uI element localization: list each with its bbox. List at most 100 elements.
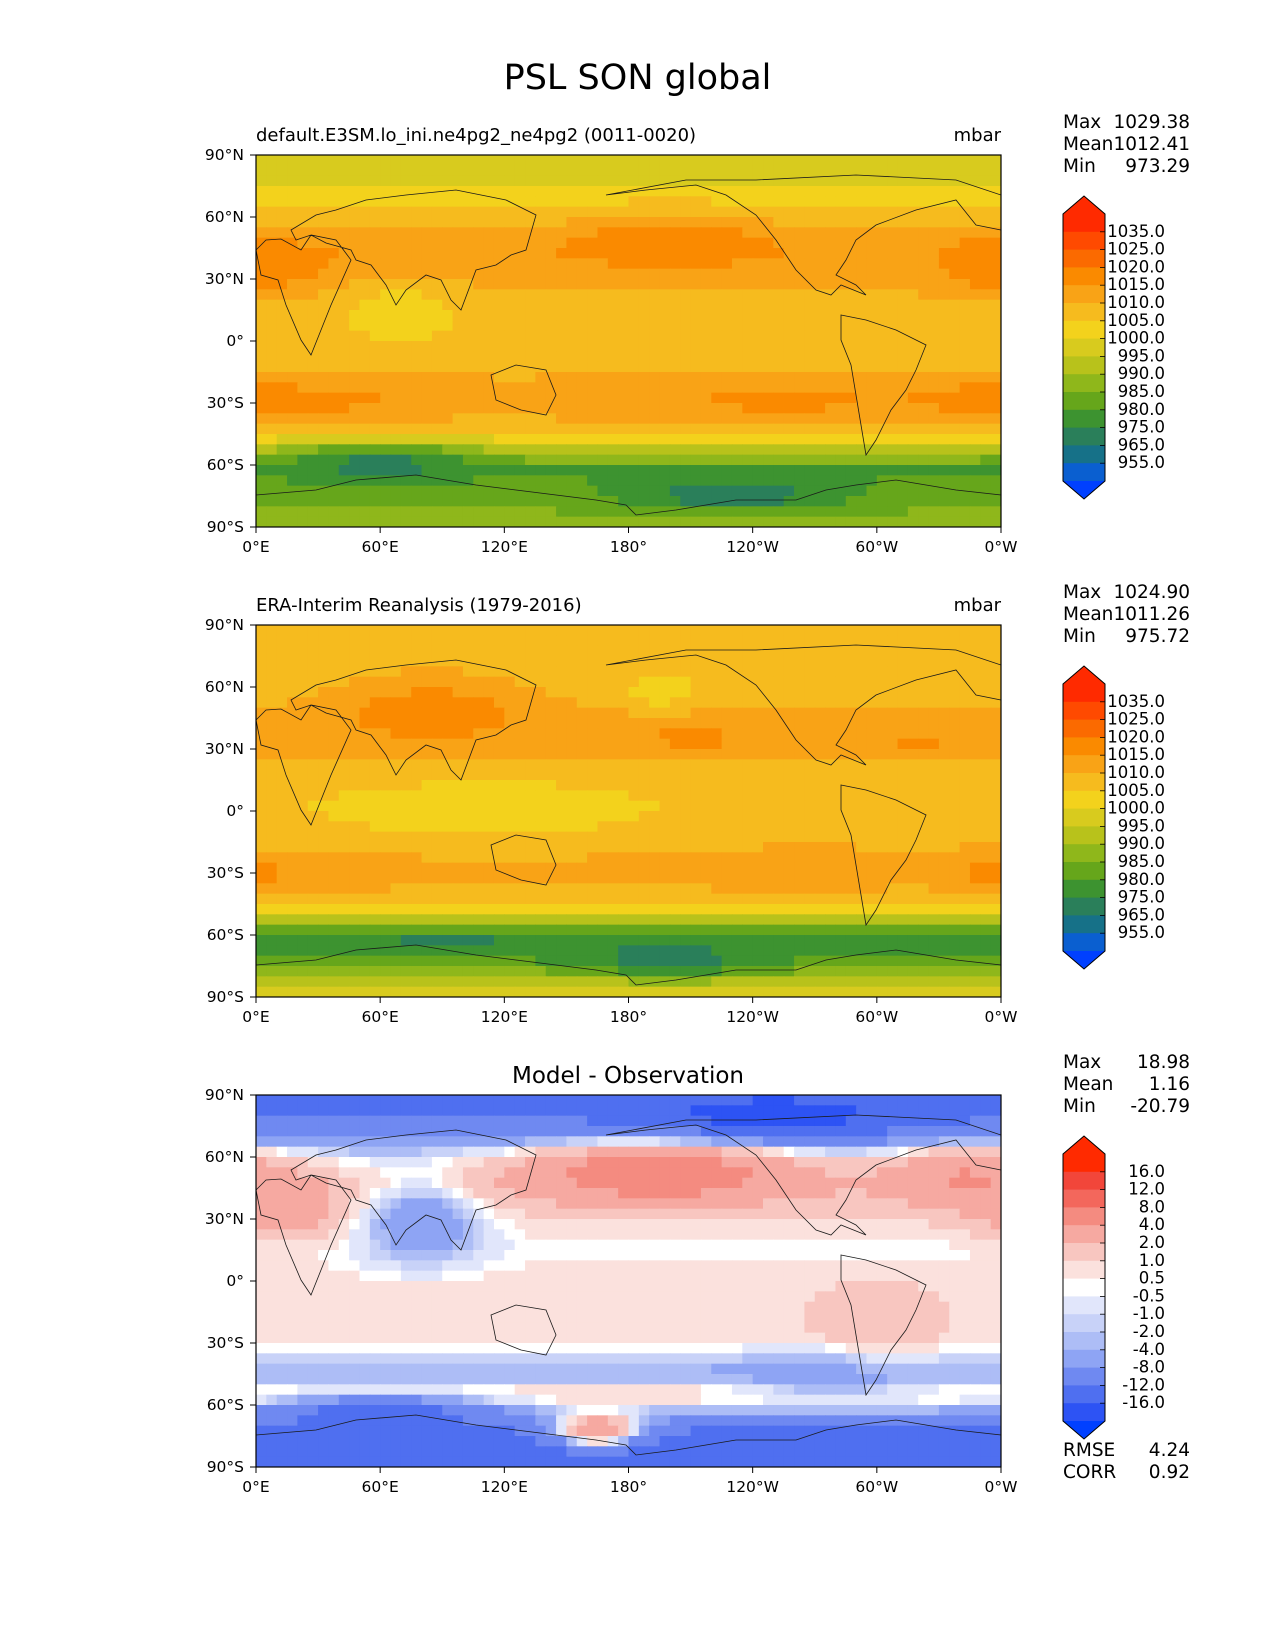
field-cell: [721, 780, 733, 791]
field-cell: [990, 842, 1001, 853]
field-cell: [256, 196, 267, 208]
field-cell: [504, 862, 516, 874]
field-cell: [814, 852, 826, 864]
field-cell: [856, 434, 868, 445]
field-cell: [700, 738, 712, 750]
field-cell: [576, 645, 588, 657]
field-cell: [287, 749, 298, 760]
field-cell: [794, 914, 806, 926]
field-cell: [969, 759, 981, 771]
field-cell: [845, 687, 857, 698]
field-cell: [369, 403, 381, 414]
field-cell: [607, 413, 619, 425]
field-cell: [876, 413, 888, 425]
field-cell: [949, 196, 961, 208]
field-cell: [483, 361, 495, 373]
field-cell: [328, 945, 340, 957]
field-cell: [349, 206, 361, 218]
field-cell: [814, 341, 826, 352]
field-cell: [949, 769, 961, 781]
field-cell: [928, 924, 940, 936]
field-cell: [690, 718, 702, 729]
field-cell: [638, 299, 650, 311]
field-cell: [318, 769, 330, 781]
field-cell: [876, 676, 888, 688]
field-cell: [721, 862, 733, 874]
field-cell: [700, 341, 712, 352]
field-cell: [369, 423, 381, 435]
field-cell: [328, 186, 340, 197]
field-cell: [297, 444, 309, 456]
field-cell: [525, 496, 536, 507]
field-cell: [876, 268, 888, 280]
field-cell: [483, 707, 495, 719]
field-cell: [959, 904, 971, 915]
field-cell: [597, 289, 609, 301]
field-cell: [328, 656, 340, 667]
field-cell: [845, 186, 857, 197]
field-cell: [566, 372, 578, 383]
field-cell: [690, 506, 702, 518]
field-cell: [369, 728, 381, 740]
field-cell: [328, 268, 340, 280]
field-cell: [876, 780, 888, 791]
field-cell: [545, 769, 557, 781]
field-cell: [918, 310, 930, 321]
field-cell: [359, 914, 371, 926]
field-cell: [318, 351, 330, 363]
field-cell: [514, 707, 526, 719]
field-cell: [721, 852, 733, 864]
field-cell: [700, 444, 712, 456]
field-cell: [949, 676, 961, 688]
field-cell: [493, 392, 505, 404]
field-cell: [763, 635, 774, 647]
field-cell: [307, 361, 319, 373]
field-cell: [835, 227, 847, 239]
field-cell: [473, 268, 485, 280]
field-cell: [711, 268, 723, 280]
field-cell: [680, 687, 692, 698]
field-cell: [783, 635, 795, 647]
field-cell: [462, 625, 474, 636]
field-cell: [545, 516, 557, 527]
field-cell: [576, 656, 588, 667]
field-cell: [338, 413, 350, 425]
field-cell: [493, 320, 505, 332]
field-cell: [969, 718, 981, 729]
y-tick-label: 30°S: [207, 394, 244, 412]
field-cell: [297, 873, 309, 884]
field-cell: [256, 852, 267, 864]
field-cell: [276, 800, 288, 812]
field-cell: [763, 842, 774, 853]
field-cell: [918, 330, 930, 342]
field-cell: [731, 842, 743, 853]
field-cell: [473, 330, 485, 342]
field-cell: [763, 883, 774, 895]
field-cell: [649, 945, 661, 957]
field-cell: [969, 862, 981, 874]
field-cell: [959, 382, 971, 394]
field-cell: [318, 842, 330, 853]
field-cell: [545, 289, 557, 301]
field-cell: [659, 299, 671, 311]
field-cell: [731, 516, 743, 527]
field-cell: [814, 506, 826, 518]
field-cell: [514, 516, 526, 527]
field-cell: [980, 728, 992, 740]
field-cell: [483, 186, 495, 197]
field-cell: [483, 310, 495, 321]
field-cell: [287, 904, 298, 915]
field-cell: [856, 289, 868, 301]
field-cell: [359, 790, 371, 802]
field-cell: [825, 413, 837, 425]
field-cell: [307, 423, 319, 435]
field-cell: [835, 413, 847, 425]
field-cell: [638, 485, 650, 497]
field-cell: [680, 935, 692, 946]
field-cell: [307, 268, 319, 280]
field-cell: [649, 444, 661, 456]
field-cell: [825, 496, 837, 507]
field-cell: [638, 258, 650, 270]
field-cell: [597, 165, 609, 177]
field-cell: [907, 831, 919, 843]
